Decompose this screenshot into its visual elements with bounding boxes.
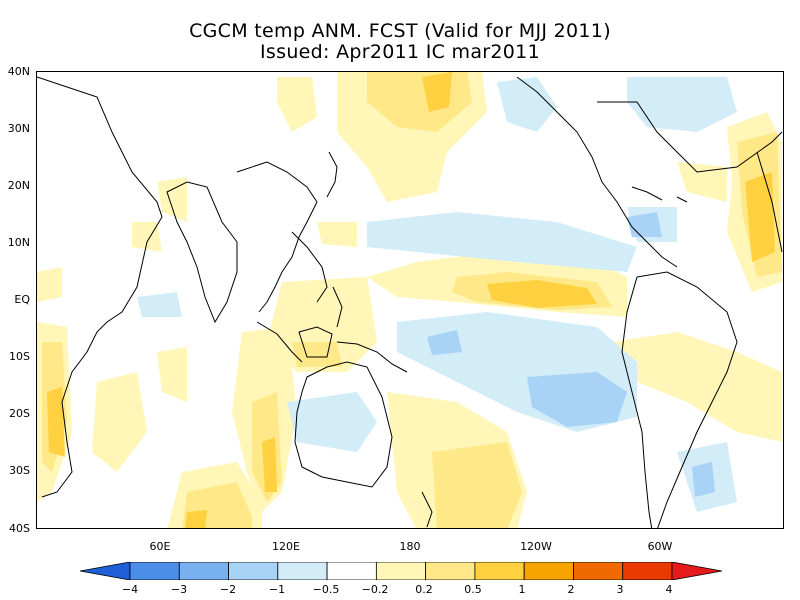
colorbar-label: 3 xyxy=(616,583,624,596)
chart-subtitle: Issued: Apr2011 IC mar2011 xyxy=(260,41,540,63)
colorbar-label: 4 xyxy=(665,583,673,596)
anomaly-map xyxy=(37,72,783,528)
colorbar-segment xyxy=(129,562,180,580)
colorbar-label: −3 xyxy=(170,583,188,596)
colorbar-segment xyxy=(228,562,279,580)
lon-label-180: 180 xyxy=(399,540,421,553)
cool-anomaly-medium xyxy=(427,212,715,497)
colorbar-segment xyxy=(573,562,624,580)
colorbar-segment xyxy=(277,562,328,580)
lon-label-60w: 60W xyxy=(647,540,673,553)
coastlines xyxy=(37,76,783,528)
colorbar-label: −1 xyxy=(268,583,286,596)
colorbar-arrow-low xyxy=(80,562,131,580)
lat-label-40s: 40S xyxy=(9,522,30,535)
warm-anomaly-strong xyxy=(47,72,775,528)
lat-label-20n: 20N xyxy=(7,179,30,192)
colorbar-label: −2 xyxy=(219,583,237,596)
colorbar-arrow-high xyxy=(671,562,722,580)
colorbar-label: −0.2 xyxy=(361,583,389,596)
lat-label-40n: 40N xyxy=(7,65,30,78)
colorbar xyxy=(80,562,722,580)
colorbar-segment xyxy=(375,562,427,580)
chart-title: CGCM temp ANM. FCST (Valid for MJJ 2011) xyxy=(189,20,611,42)
colorbar-label: 0.2 xyxy=(415,583,433,596)
colorbar-segment xyxy=(425,562,476,580)
colorbar-label: 0.5 xyxy=(464,583,482,596)
lat-label-eq: EQ xyxy=(14,293,30,306)
colorbar-label: −0.5 xyxy=(312,583,340,596)
lat-label-20s: 20S xyxy=(9,407,30,420)
lon-label-120e: 120E xyxy=(272,540,300,553)
map-panel xyxy=(36,71,784,529)
lat-label-30n: 30N xyxy=(7,122,30,135)
lon-label-120w: 120W xyxy=(520,540,552,553)
lon-label-60e: 60E xyxy=(149,540,171,553)
colorbar-segment xyxy=(523,562,574,580)
colorbar-segment xyxy=(622,562,673,580)
lat-label-10n: 10N xyxy=(7,236,30,249)
colorbar-label: 2 xyxy=(567,583,575,596)
colorbar-segment xyxy=(474,562,525,580)
colorbar-label: −4 xyxy=(121,583,139,596)
colorbar-label: 1 xyxy=(518,583,526,596)
colorbar-segment xyxy=(326,562,377,580)
lat-label-10s: 10S xyxy=(9,350,30,363)
lat-label-30s: 30S xyxy=(9,464,30,477)
colorbar-segment xyxy=(178,562,229,580)
